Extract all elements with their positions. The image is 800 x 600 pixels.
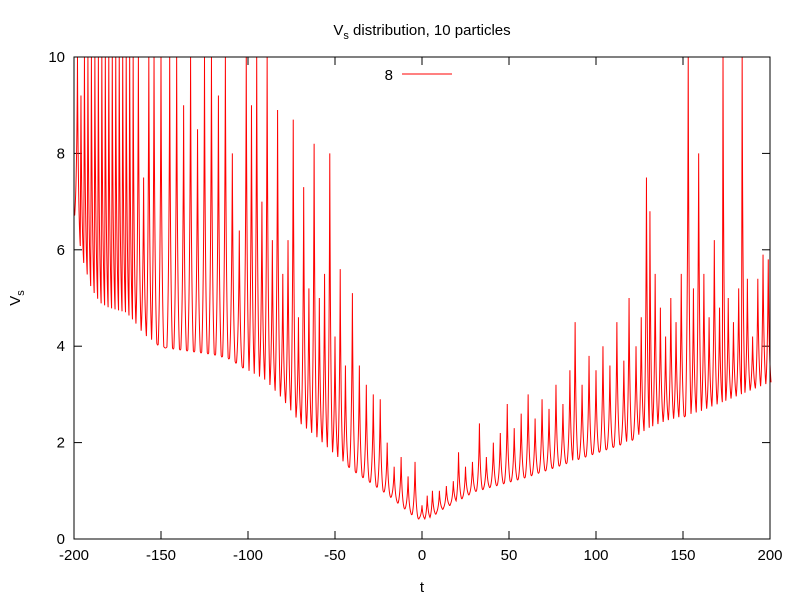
y-axis-label: Vs	[7, 290, 27, 306]
y-tick-label: 0	[57, 531, 65, 548]
x-tick-label: 50	[501, 547, 518, 564]
ticks-layer: -200 -150 -100 -50 0 50 100 150 200 0 2 4 6 8 10	[48, 49, 782, 564]
y-tick-label: 6	[57, 242, 65, 259]
plot-frame	[73, 56, 771, 540]
x-tick-label: -150	[146, 547, 176, 564]
x-tick-label: 100	[583, 547, 608, 564]
x-tick-label: 200	[757, 547, 782, 564]
chart-title-main: V	[333, 22, 343, 39]
legend-label: 8	[385, 67, 393, 84]
chart-title: Vs distribution, 10 particles	[333, 22, 510, 42]
y-tick-label: 10	[48, 49, 65, 66]
y-tick-label: 4	[57, 338, 65, 355]
x-tick-label: -100	[233, 547, 263, 564]
y-tick-label: 8	[57, 145, 65, 162]
y-axis-label-main: V	[7, 296, 24, 306]
chart-title-rest: distribution, 10 particles	[349, 22, 511, 39]
x-tick-label: 150	[670, 547, 695, 564]
y-tick-label: 2	[57, 435, 65, 452]
x-axis-label: t	[420, 579, 425, 596]
y-axis-label-subscript: s	[15, 290, 27, 296]
series-layer	[73, 56, 772, 520]
x-tick-label: 0	[418, 547, 426, 564]
chart-title-subscript: s	[343, 30, 349, 42]
series-line-8	[73, 56, 772, 520]
legend: 8	[385, 67, 452, 84]
x-tick-label: -50	[324, 547, 346, 564]
x-tick-label: -200	[59, 547, 89, 564]
